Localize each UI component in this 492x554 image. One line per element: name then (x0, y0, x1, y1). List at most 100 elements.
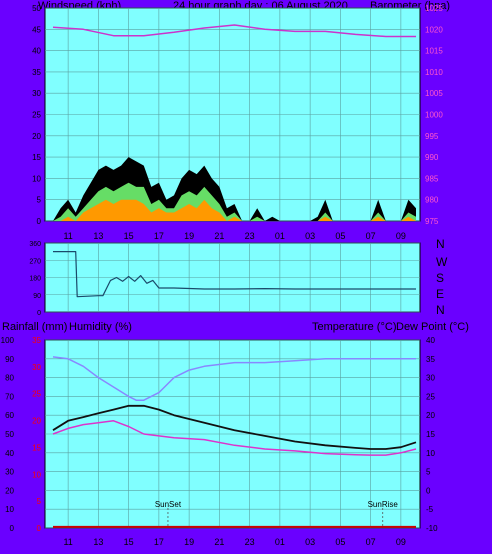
rainfall-label: Rainfall (mm) (2, 321, 68, 333)
temp-ytick-label: 0 (426, 486, 431, 495)
direction-ytick-label: 0 (37, 310, 41, 317)
direction-n-bottom: N (436, 303, 445, 317)
rain-ytick-label: 30 (32, 363, 41, 372)
humidity-ytick-label: 80 (5, 374, 14, 383)
wind-ytick-label: 15 (32, 153, 41, 162)
barometer-ytick-label: 990 (425, 153, 439, 162)
wind-xtick-label: 21 (214, 231, 224, 241)
barometer-ytick-label: 1005 (425, 89, 443, 98)
wind-ytick-label: 50 (32, 4, 41, 13)
humidity-ytick-label: 30 (5, 468, 14, 477)
wind-xtick-label: 11 (63, 231, 72, 241)
temp-ytick-label: 40 (426, 336, 435, 345)
rain-ytick-label: 15 (32, 443, 41, 452)
direction-line (53, 251, 416, 298)
wind-xtick-label: 19 (184, 231, 194, 241)
barometer-ytick-label: 985 (425, 174, 439, 183)
wind-ytick-label: 45 (32, 25, 41, 34)
rain-ytick-label: 10 (32, 470, 41, 479)
temp-xtick-label: 17 (154, 537, 164, 547)
direction-w: W (436, 255, 448, 269)
direction-n-top: N (436, 237, 445, 251)
wind-xtick-label: 03 (305, 231, 315, 241)
rain-ytick-label: 35 (32, 336, 41, 345)
barometer-ytick-label: 1015 (425, 47, 443, 56)
sunset-label: SunSet (155, 500, 182, 509)
humidity-line (52, 356, 416, 401)
temp-xtick-label: 19 (184, 537, 194, 547)
direction-ytick-label: 180 (29, 276, 41, 283)
rain-ytick-label: 25 (32, 390, 41, 399)
humidity-ytick-label: 90 (5, 355, 14, 364)
temp-xtick-label: 11 (63, 537, 72, 547)
temp-ytick-label: 10 (426, 449, 435, 458)
direction-e: E (436, 287, 445, 301)
wind-ytick-label: 5 (37, 196, 42, 205)
barometer-ytick-label: 1020 (425, 25, 443, 34)
barometer-ytick-label: 975 (425, 217, 439, 226)
temp-xtick-label: 07 (366, 537, 376, 547)
humidity-ytick-label: 40 (5, 449, 14, 458)
wind-ytick-label: 20 (32, 132, 41, 141)
wind-ytick-label: 30 (32, 89, 41, 98)
wind-xtick-label: 09 (396, 231, 406, 241)
rain-ytick-label: 5 (37, 497, 42, 506)
wind-ytick-label: 10 (32, 174, 41, 183)
humidity-ytick-label: 100 (1, 336, 15, 345)
temp-ytick-label: -10 (426, 524, 438, 533)
wind-xtick-label: 17 (154, 231, 164, 241)
barometer-ytick-label: 1000 (425, 111, 443, 120)
sunrise-label: SunRise (368, 500, 399, 509)
humidity-ytick-label: 0 (10, 524, 15, 533)
wind-xtick-label: 13 (93, 231, 103, 241)
wind-xtick-label: 01 (275, 231, 285, 241)
temp-ytick-label: 20 (426, 411, 435, 420)
barometer-ytick-label: 1010 (425, 68, 443, 77)
wind-ytick-label: 0 (37, 217, 42, 226)
humidity-ytick-label: 70 (5, 392, 14, 401)
wind-ytick-label: 25 (32, 111, 41, 120)
wind-ytick-label: 35 (32, 68, 41, 77)
temp-xtick-label: 21 (214, 537, 224, 547)
temp-ytick-label: 35 (426, 355, 435, 364)
dewpoint-line (52, 420, 417, 456)
temp-ytick-label: 25 (426, 392, 435, 401)
rain-ytick-label: 0 (37, 524, 42, 533)
humidity-ytick-label: 50 (5, 430, 14, 439)
direction-ytick-label: 90 (33, 293, 41, 300)
wind-xtick-label: 23 (245, 231, 255, 241)
barometer-ytick-label: 980 (425, 196, 439, 205)
temp-xtick-label: 05 (335, 537, 345, 547)
temp-xtick-label: 23 (245, 537, 255, 547)
wind-wind_low-area (53, 199, 416, 221)
rain-ytick-label: 20 (32, 417, 41, 426)
temp-xtick-label: 13 (93, 537, 103, 547)
humidity-ytick-label: 10 (5, 505, 14, 514)
barometer-line (52, 24, 416, 38)
temp-ytick-label: 30 (426, 374, 435, 383)
wind-xtick-label: 07 (366, 231, 376, 241)
temp-ytick-label: 5 (426, 468, 431, 477)
humidity-ytick-label: 60 (5, 411, 14, 420)
temperature-line (52, 404, 417, 450)
direction-ytick-label: 270 (29, 258, 41, 265)
wind-xtick-label: 05 (335, 231, 345, 241)
temp-xtick-label: 01 (275, 537, 285, 547)
temp-ytick-label: -5 (426, 505, 434, 514)
humidity-label: Humidity (%) (69, 321, 132, 333)
temp-xtick-label: 15 (124, 537, 134, 547)
direction-s: S (436, 271, 445, 285)
wind-ytick-label: 40 (32, 47, 41, 56)
barometer-ytick-label: 1025 (425, 4, 443, 13)
barometer-ytick-label: 995 (425, 132, 439, 141)
direction-ytick-label: 360 (29, 241, 41, 248)
temp-xtick-label: 09 (396, 537, 406, 547)
wind-xtick-label: 15 (124, 231, 134, 241)
humidity-ytick-label: 20 (5, 486, 14, 495)
dewpoint-label: Dew Point (°C) (396, 321, 469, 333)
temp-ytick-label: 15 (426, 430, 435, 439)
temperature-label: Temperature (°C) (312, 321, 397, 333)
temp-xtick-label: 03 (305, 537, 315, 547)
